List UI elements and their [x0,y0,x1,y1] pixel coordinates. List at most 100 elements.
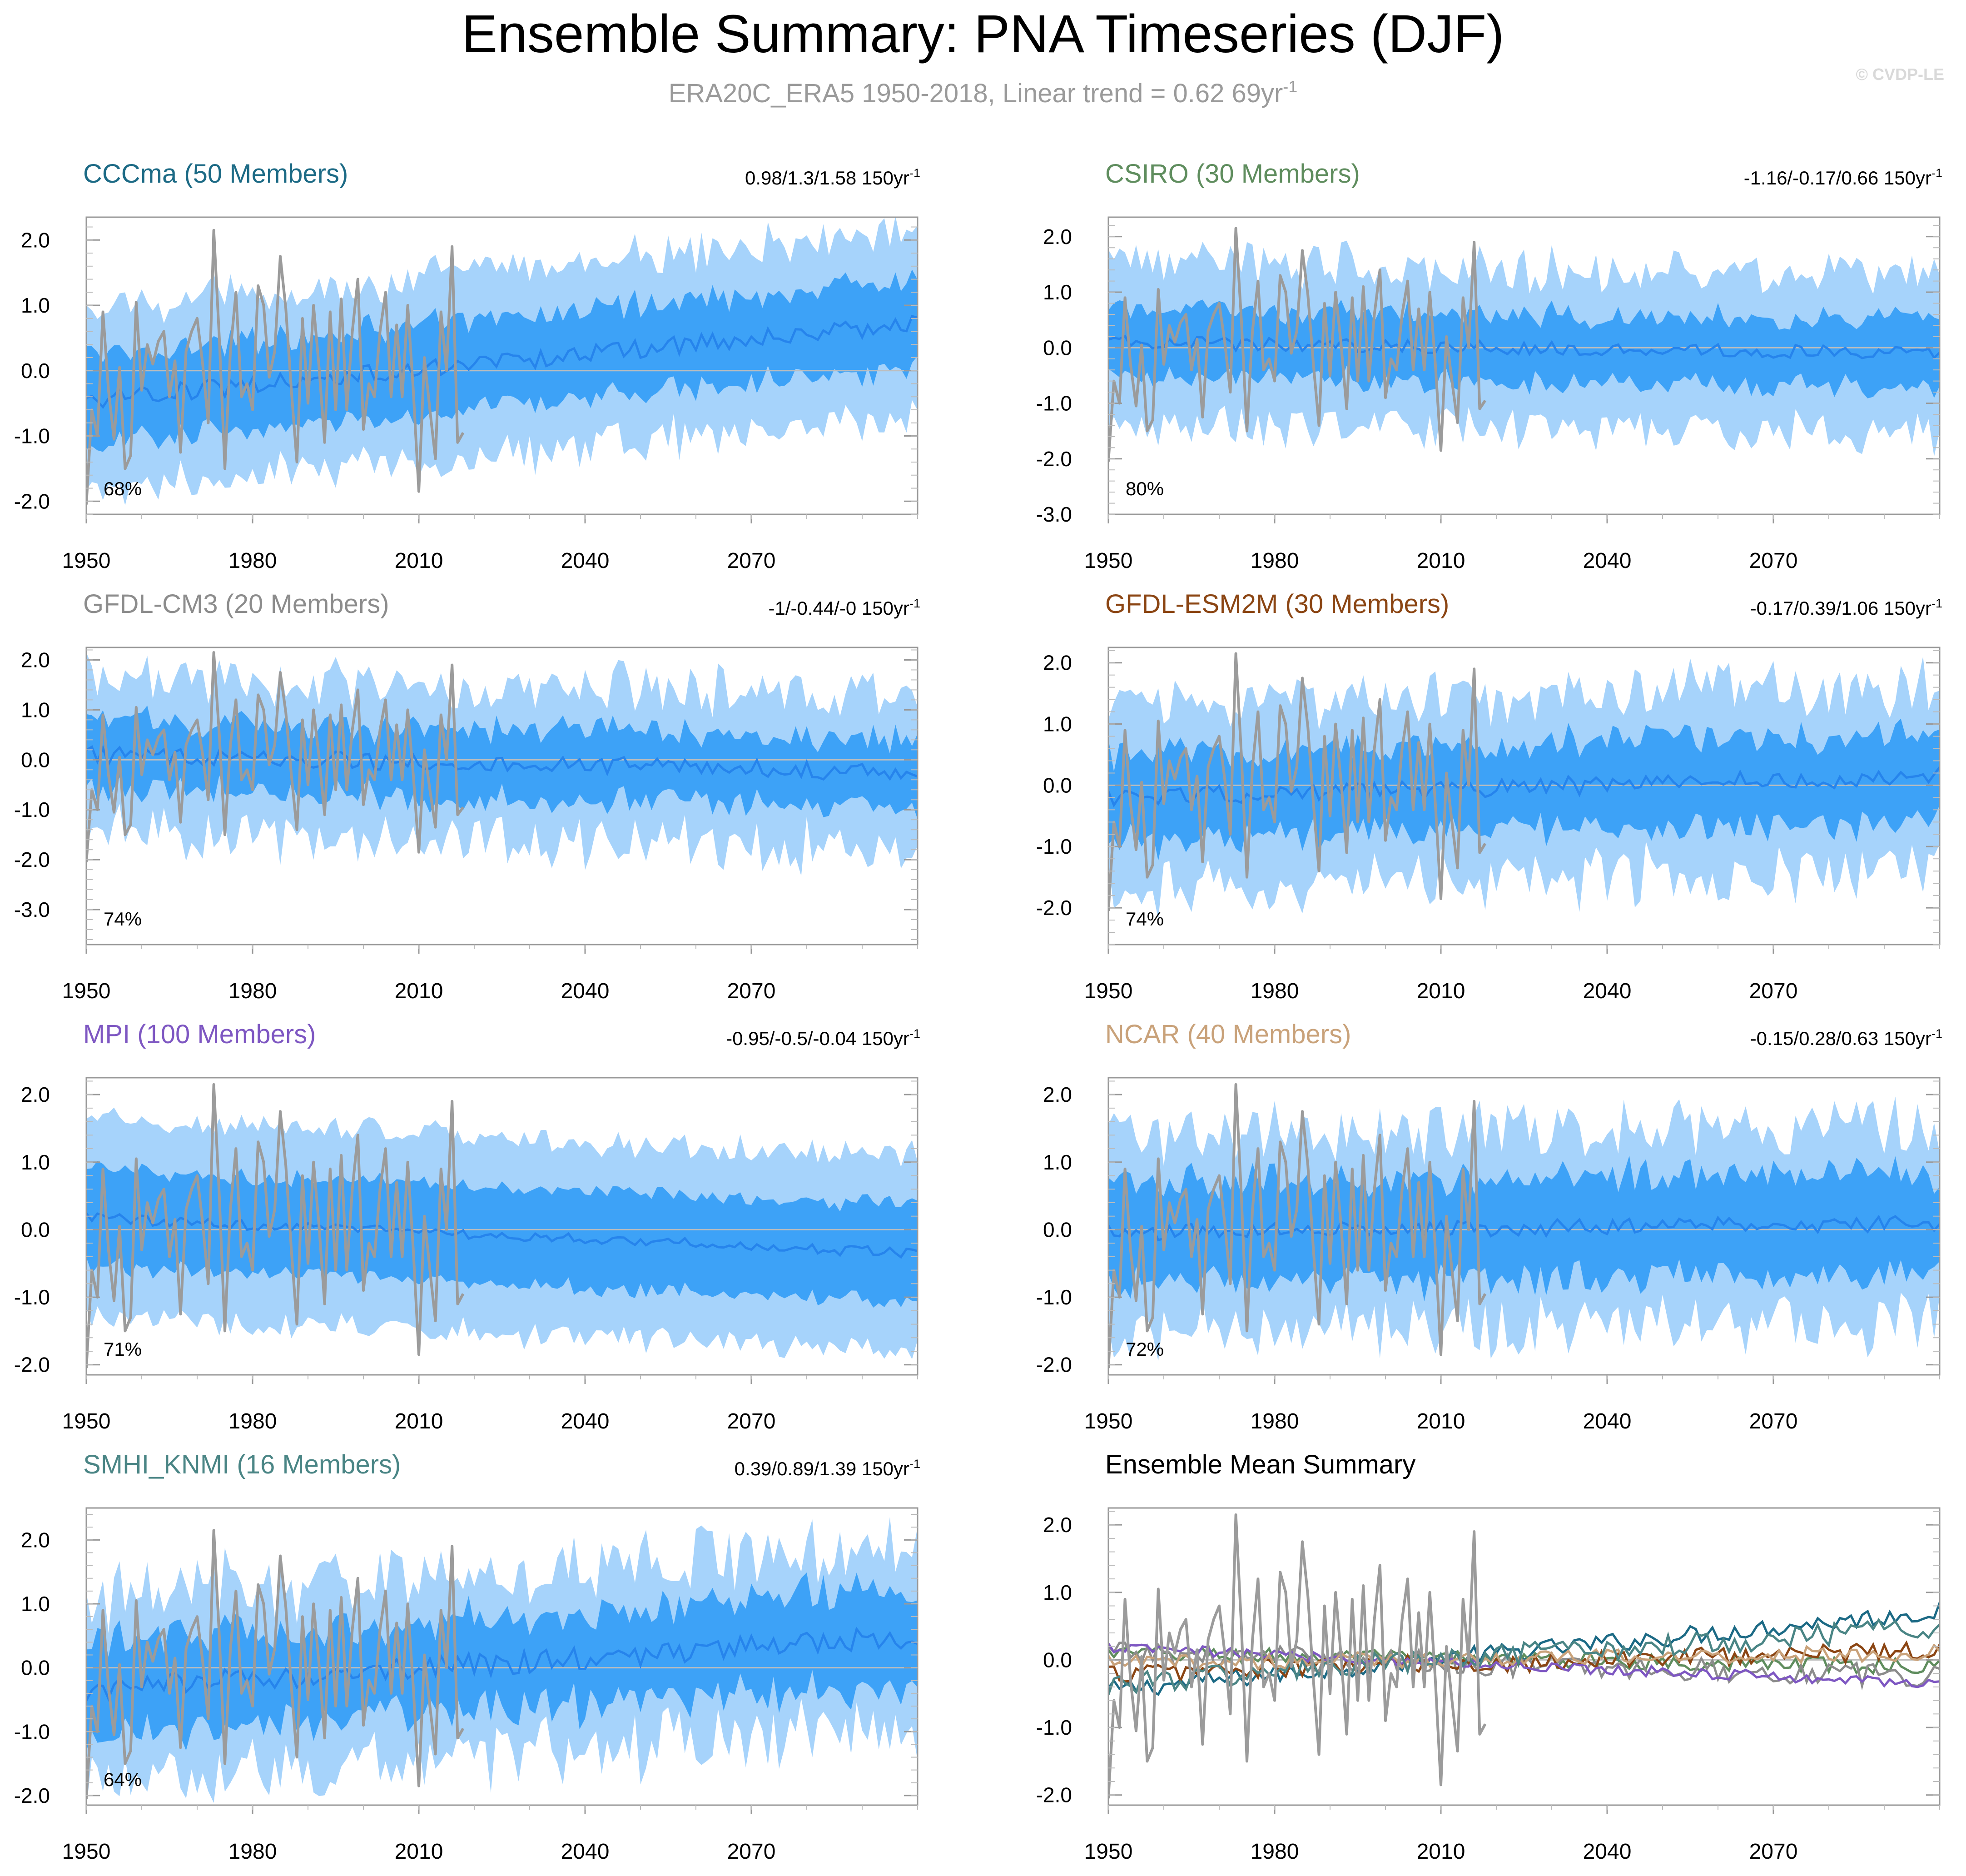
y-tick-label: 2.0 [1043,225,1072,249]
y-tick-label: -2.0 [1036,896,1072,920]
inner-band-area [86,269,918,452]
y-tick-label: -2.0 [1036,1783,1072,1807]
y-tick-label: 0.0 [1043,1218,1072,1241]
panel-trend-sup: -1 [909,166,920,180]
y-tick-label: -2.0 [14,1353,50,1377]
panel-trend-label: 0.39/0.89/1.39 150yr-1 [735,1457,920,1479]
x-tick-label: 2040 [561,1840,610,1864]
y-tick-label: -1.0 [14,424,50,448]
panel-title: SMHI_KNMI (16 Members) [83,1450,401,1479]
inner-band-area [86,705,918,820]
x-tick-label: 2010 [1417,549,1465,573]
panel-trend-label: -1.16/-0.17/0.66 150yr-1 [1744,166,1942,189]
observations-line [86,1083,465,1368]
x-tick-label: 1950 [1084,1840,1133,1864]
x-tick-label: 1980 [228,1409,277,1433]
y-tick-label: -1.0 [1036,835,1072,858]
panel-trend-sup: -1 [909,1457,920,1471]
y-tick-label: 1.0 [21,1150,50,1174]
figure-subtitle: ERA20C_ERA5 1950-2018, Linear trend = 0.… [669,77,1298,108]
series-line-smhi-knmi [1108,1617,1940,1696]
x-tick-label: 1980 [1251,1409,1299,1433]
y-tick-label: -2.0 [1036,1353,1072,1377]
x-tick-label: 2010 [1417,1840,1465,1864]
y-axis: -2.0 -1.0 0.0 1.0 2.0 [1036,650,1940,945]
plot-area [86,1517,918,1805]
panel-trend-label: 0.98/1.3/1.58 150yr-1 [745,166,920,189]
panel-frame [1107,216,1941,515]
figure-subtitle-main: ERA20C_ERA5 1950-2018, Linear trend = 0.… [669,79,1283,108]
observations-line [86,229,465,505]
x-tick-label: 2010 [395,979,443,1003]
y-tick-label: 1.0 [1043,280,1072,304]
y-tick-label: -3.0 [1036,503,1072,526]
y-tick-label: -2.0 [14,489,50,513]
x-tick-label: 2070 [1749,1840,1798,1864]
panel-title: CCCma (50 Members) [83,159,348,189]
x-axis: 1950 1980 2010 2040 2070 [62,945,918,1003]
panel-pct-label: 64% [104,1769,142,1790]
observations-line [1108,1513,1487,1799]
panel-frame [1107,1077,1941,1376]
panel-trend-label: -1/-0.44/-0 150yr-1 [768,597,920,619]
x-axis: 1950 1980 2010 2040 2070 [1084,945,1940,1003]
observations-line [1108,227,1487,462]
x-axis: 1950 1980 2010 2040 2070 [62,514,918,573]
x-tick-label: 2040 [1583,1840,1632,1864]
panel-trend-text: -0.15/0.28/0.63 150yr [1750,1028,1931,1049]
y-tick-label: 1.0 [1043,1150,1072,1174]
y-tick-label: -1.0 [1036,392,1072,415]
x-tick-label: 2040 [1583,979,1632,1003]
panel-mpi: MPI (100 Members) -0.95/-0.5/-0.04 150yr-… [14,1020,920,1433]
x-tick-label: 2070 [727,979,776,1003]
y-tick-label: 1.0 [21,294,50,317]
y-tick-label: 2.0 [21,1528,50,1552]
panel-smhi-knmi: SMHI_KNMI (16 Members) 0.39/0.89/1.39 150… [14,1450,920,1864]
y-tick-label: 2.0 [21,648,50,672]
plot-area [1108,652,1940,920]
series-line-mpi [1108,1642,1940,1688]
panel-pct-label: 72% [1126,1339,1164,1360]
y-tick-label: -1.0 [1036,1716,1072,1739]
watermark: © CVDP-LE [1856,65,1944,84]
panel-trend-label: -0.95/-0.5/-0.04 150yr-1 [726,1027,920,1049]
y-tick-label: -2.0 [1036,447,1072,471]
panel-frame [1107,1507,1941,1806]
inner-band-area [1108,299,1940,398]
x-tick-label: 2070 [727,549,776,573]
panel-trend-sup: -1 [909,597,920,610]
x-tick-label: 2070 [727,1409,776,1433]
x-tick-label: 2040 [561,1409,610,1433]
y-tick-label: -2.0 [14,1784,50,1807]
panel-csiro: CSIRO (30 Members) -1.16/-0.17/0.66 150yr… [1036,159,1942,573]
x-tick-label: 2010 [395,1409,443,1433]
y-tick-label: -3.0 [14,898,50,921]
series-line-gfdl-esm2m [1108,1640,1940,1684]
x-tick-label: 1980 [1251,979,1299,1003]
observations-line [86,1529,465,1799]
x-tick-label: 2070 [1749,979,1798,1003]
x-tick-label: 1980 [228,1840,277,1864]
figure-title: Ensemble Summary: PNA Timeseries (DJF) [462,4,1504,64]
observations-line [1108,1083,1487,1368]
figure-subtitle-sup: -1 [1283,77,1297,96]
y-tick-label: 0.0 [21,359,50,383]
x-axis: 1950 1980 2010 2040 2070 [62,1805,918,1864]
x-tick-label: 1980 [1251,1840,1299,1864]
panel-gfdl-esm2m: GFDL-ESM2M (30 Members) -0.17/0.39/1.06 1… [1036,589,1942,1003]
x-tick-label: 1950 [62,549,111,573]
panel-title: MPI (100 Members) [83,1020,316,1049]
y-tick-label: -1.0 [14,1720,50,1743]
panel-pct-label: 74% [1126,908,1164,930]
panels: CCCma (50 Members) 0.98/1.3/1.58 150yr-1-… [14,159,1942,1864]
x-tick-label: 2040 [561,549,610,573]
x-tick-label: 1950 [62,979,111,1003]
panel-trend-text: -0.17/0.39/1.06 150yr [1750,597,1931,619]
panel-trend-label: -0.15/0.28/0.63 150yr-1 [1750,1027,1942,1049]
panel-trend-sup: -1 [1931,597,1942,610]
y-tick-label: 2.0 [1043,1083,1072,1106]
observations-line [86,651,465,862]
panel-trend-text: -0.95/-0.5/-0.04 150yr [726,1028,909,1049]
panel-trend-sup: -1 [1931,1027,1942,1040]
